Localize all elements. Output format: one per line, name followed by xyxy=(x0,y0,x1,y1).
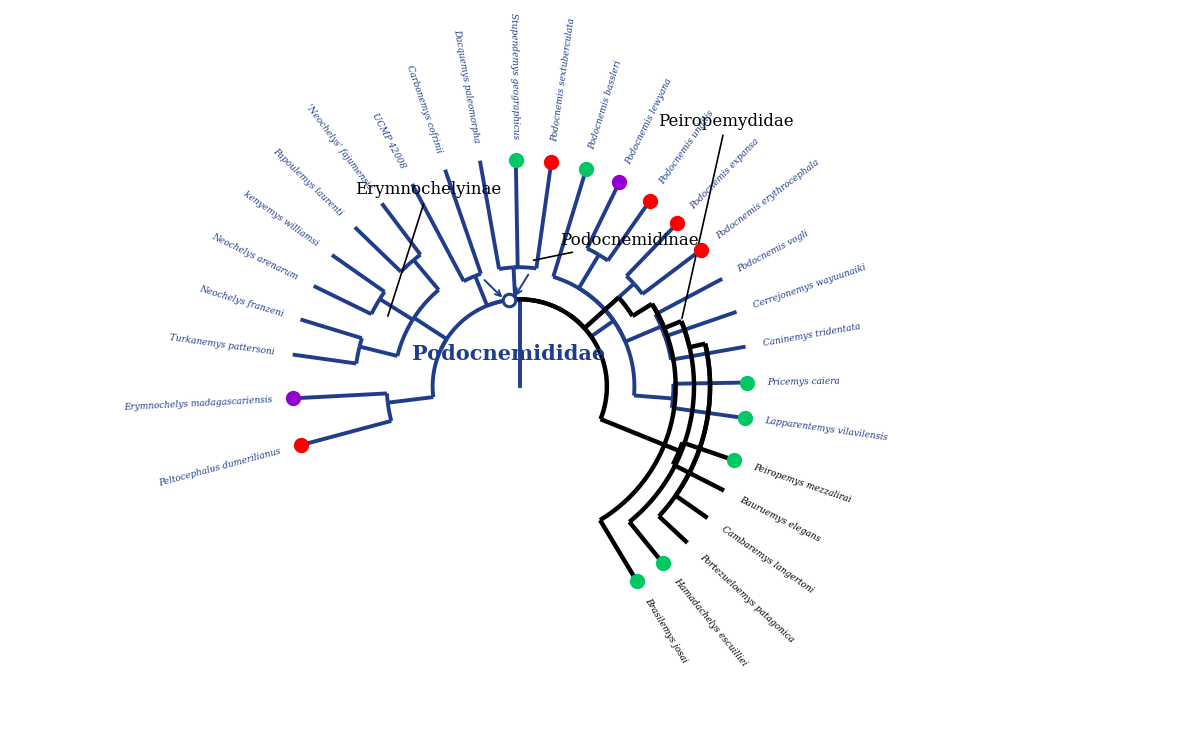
Text: Podocnemis erythrocephala: Podocnemis erythrocephala xyxy=(715,158,821,241)
Text: Podocnemididae: Podocnemididae xyxy=(412,345,605,364)
Text: Brasilemys josai: Brasilemys josai xyxy=(643,596,689,665)
Text: Neochelys arenarum: Neochelys arenarum xyxy=(210,232,299,282)
Text: Podocnemis expansa: Podocnemis expansa xyxy=(689,137,761,211)
Text: Stupendemys geographicus: Stupendemys geographicus xyxy=(509,13,520,139)
Text: Dacquemys paleomorpha: Dacquemys paleomorpha xyxy=(452,28,481,143)
Text: Podocnemis lewyana: Podocnemis lewyana xyxy=(624,77,674,166)
Text: Lapparentemys vilavilensis: Lapparentemys vilavilensis xyxy=(764,416,888,442)
Text: Peiropemys mezzalirai: Peiropemys mezzalirai xyxy=(752,463,852,505)
Text: Neochelys franzeni: Neochelys franzeni xyxy=(198,284,284,319)
Text: Erymnochelys madagascariensis: Erymnochelys madagascariensis xyxy=(124,395,272,412)
Text: Podocnemis vogli: Podocnemis vogli xyxy=(737,229,810,275)
Text: Turkanemys pattersoni: Turkanemys pattersoni xyxy=(169,333,275,357)
Text: Peltocephalus dumerilianus: Peltocephalus dumerilianus xyxy=(157,446,282,488)
Text: Caninemys tridentata: Caninemys tridentata xyxy=(763,322,862,348)
Text: Podocnemidinae: Podocnemidinae xyxy=(534,232,700,260)
Text: kenyemys williamsi: kenyemys williamsi xyxy=(241,189,319,248)
Text: Papoulemys laurenti: Papoulemys laurenti xyxy=(271,146,344,218)
Text: Podocnemis sextuberculata: Podocnemis sextuberculata xyxy=(550,17,576,142)
Text: Podocnemis unifilis: Podocnemis unifilis xyxy=(658,109,716,186)
Text: Carbonemys cofrinii: Carbonemys cofrinii xyxy=(404,63,443,154)
Text: Erymnochelyinae: Erymnochelyinae xyxy=(355,181,502,316)
Text: Peiropemydidae: Peiropemydidae xyxy=(659,113,794,319)
Text: Portezueloemys patagonica: Portezueloemys patagonica xyxy=(697,552,796,644)
Text: Bauruemys elegans: Bauruemys elegans xyxy=(738,495,822,544)
Text: Cambaremys langertoni: Cambaremys langertoni xyxy=(720,524,815,595)
Text: UCMP 42008: UCMP 42008 xyxy=(371,112,408,170)
Text: Hamadachelys escuilliei: Hamadachelys escuilliei xyxy=(672,576,749,668)
Text: Cerrejonemys wayuunaiki: Cerrejonemys wayuunaiki xyxy=(752,263,868,310)
Text: 'Neochelys' fajumensis: 'Neochelys' fajumensis xyxy=(305,103,374,192)
Text: Pricemys caiera: Pricemys caiera xyxy=(767,377,840,386)
Text: Podocnemis bassleri: Podocnemis bassleri xyxy=(588,60,624,151)
